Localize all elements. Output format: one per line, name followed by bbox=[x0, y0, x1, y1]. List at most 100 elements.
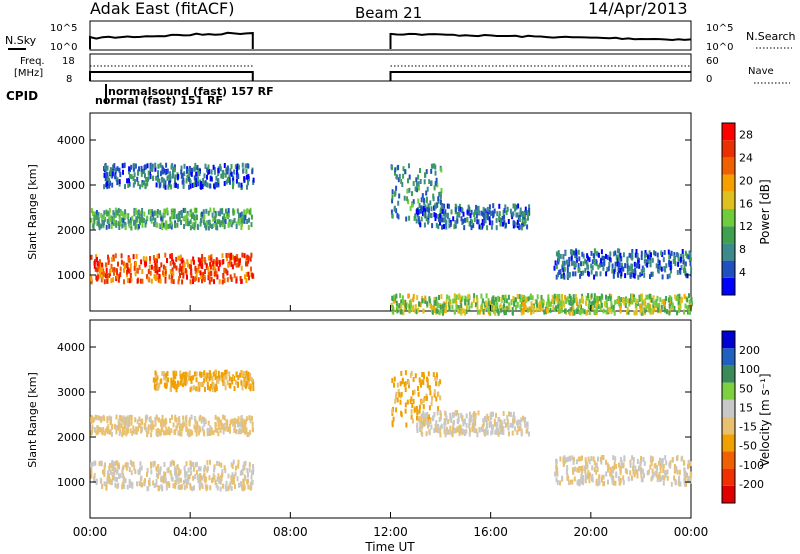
data-mark bbox=[217, 431, 220, 437]
data-mark bbox=[627, 476, 630, 482]
data-mark bbox=[640, 303, 643, 309]
data-mark bbox=[618, 262, 621, 268]
data-mark bbox=[560, 307, 563, 313]
data-mark bbox=[106, 278, 109, 284]
data-mark bbox=[153, 460, 156, 466]
data-mark bbox=[227, 208, 230, 213]
data-mark bbox=[478, 309, 481, 315]
data-mark bbox=[244, 460, 247, 466]
freq-trace bbox=[89, 71, 691, 81]
colorbar-tick-label: 50 bbox=[739, 382, 753, 395]
data-mark bbox=[210, 176, 213, 182]
data-mark bbox=[193, 371, 196, 377]
data-mark bbox=[189, 219, 192, 225]
data-mark bbox=[100, 460, 103, 466]
data-mark bbox=[647, 469, 650, 475]
data-mark bbox=[460, 303, 463, 309]
data-mark bbox=[509, 411, 512, 417]
data-mark bbox=[242, 486, 245, 492]
data-mark bbox=[679, 256, 682, 262]
data-mark bbox=[678, 305, 681, 311]
data-mark bbox=[91, 418, 93, 424]
data-mark bbox=[643, 460, 646, 466]
data-mark bbox=[238, 482, 240, 488]
data-mark bbox=[582, 480, 584, 486]
data-mark bbox=[590, 301, 593, 307]
colorbar-tick-label: 28 bbox=[739, 128, 753, 141]
data-mark bbox=[241, 162, 244, 168]
data-mark bbox=[195, 171, 198, 177]
data-mark bbox=[559, 456, 562, 462]
data-mark bbox=[501, 294, 504, 300]
data-mark bbox=[202, 219, 205, 225]
data-mark bbox=[143, 180, 146, 186]
data-mark bbox=[688, 293, 690, 299]
data-mark bbox=[249, 386, 252, 392]
data-mark bbox=[174, 414, 177, 420]
data-mark bbox=[196, 386, 199, 392]
data-mark bbox=[632, 272, 635, 278]
data-mark bbox=[230, 276, 233, 282]
data-mark bbox=[669, 300, 672, 306]
data-mark bbox=[610, 469, 613, 475]
data-mark bbox=[437, 224, 440, 230]
data-mark bbox=[634, 465, 637, 471]
data-mark bbox=[210, 224, 213, 230]
data-mark bbox=[203, 277, 206, 283]
data-mark bbox=[206, 460, 209, 466]
date-label: 14/Apr/2013 bbox=[588, 0, 688, 18]
data-mark bbox=[439, 304, 442, 310]
data-mark bbox=[218, 279, 221, 285]
data-mark bbox=[159, 430, 162, 435]
data-mark bbox=[138, 223, 140, 229]
data-mark bbox=[132, 176, 135, 181]
data-mark bbox=[96, 267, 99, 273]
data-mark bbox=[547, 297, 550, 302]
data-mark bbox=[547, 300, 550, 306]
data-mark bbox=[186, 175, 189, 181]
data-mark bbox=[189, 429, 192, 435]
data-mark bbox=[391, 408, 394, 414]
data-mark bbox=[680, 253, 683, 259]
data-mark bbox=[407, 178, 409, 184]
data-mark bbox=[683, 293, 686, 299]
data-mark bbox=[231, 379, 234, 385]
data-mark bbox=[161, 166, 164, 172]
data-mark bbox=[512, 203, 515, 209]
data-mark bbox=[134, 429, 137, 435]
data-mark bbox=[235, 418, 238, 424]
data-mark bbox=[164, 252, 167, 258]
data-mark bbox=[213, 467, 216, 473]
data-mark bbox=[103, 210, 106, 216]
data-mark bbox=[551, 294, 554, 300]
data-mark bbox=[230, 486, 233, 491]
data-mark bbox=[555, 305, 558, 311]
velocity-marks bbox=[90, 369, 693, 492]
data-mark bbox=[162, 419, 165, 425]
data-mark bbox=[243, 218, 246, 224]
data-mark bbox=[250, 266, 252, 272]
data-mark bbox=[647, 259, 650, 265]
data-mark bbox=[217, 473, 220, 479]
data-mark bbox=[627, 309, 630, 315]
data-mark bbox=[647, 254, 649, 260]
data-mark bbox=[128, 257, 131, 263]
data-mark bbox=[640, 310, 643, 316]
data-mark bbox=[626, 309, 628, 315]
data-mark bbox=[475, 428, 478, 434]
colorbar-segment bbox=[722, 260, 735, 278]
data-mark bbox=[171, 274, 173, 280]
data-mark bbox=[673, 475, 675, 481]
data-mark bbox=[207, 275, 210, 281]
data-mark bbox=[96, 261, 99, 267]
data-mark bbox=[590, 293, 593, 299]
data-mark bbox=[189, 180, 192, 185]
colorbar-segment bbox=[722, 399, 735, 417]
data-mark bbox=[394, 398, 397, 404]
data-mark bbox=[101, 429, 104, 435]
data-mark bbox=[676, 269, 679, 275]
data-mark bbox=[209, 373, 212, 379]
data-mark bbox=[641, 293, 644, 299]
data-mark bbox=[470, 225, 473, 231]
data-mark bbox=[212, 223, 215, 228]
